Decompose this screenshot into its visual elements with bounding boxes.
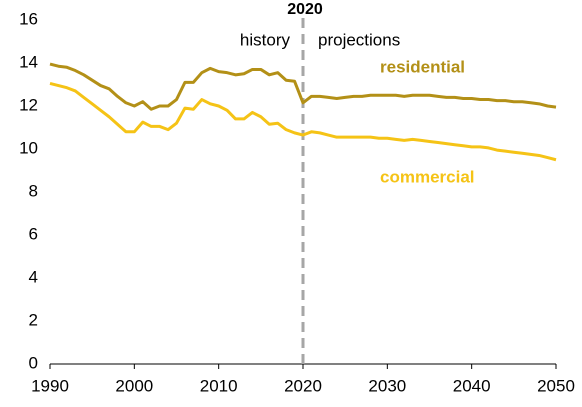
y-tick-label: 6 <box>29 224 38 243</box>
x-tick-label: 2000 <box>115 376 153 395</box>
y-tick-label: 10 <box>19 138 38 157</box>
annotation-projections: projections <box>318 30 400 49</box>
x-tick-label: 2050 <box>537 376 575 395</box>
divider-label: 2020 <box>287 1 323 18</box>
y-tick-label: 0 <box>29 353 38 372</box>
y-tick-label: 8 <box>29 181 38 200</box>
series-label: commercial <box>380 167 475 186</box>
annotation-history: history <box>240 30 291 49</box>
x-tick-label: 2010 <box>200 376 238 395</box>
series-line <box>49 81 557 162</box>
y-tick-label: 12 <box>19 95 38 114</box>
y-tick-label: 16 <box>19 9 38 28</box>
y-tick-label: 14 <box>19 52 38 71</box>
y-tick-label: 4 <box>29 267 38 286</box>
series-label: residential <box>380 57 465 76</box>
x-tick-label: 2020 <box>284 376 322 395</box>
y-tick-label: 2 <box>29 310 38 329</box>
x-tick-label: 2040 <box>453 376 491 395</box>
x-tick-label: 1990 <box>31 376 69 395</box>
x-tick-label: 2030 <box>368 376 406 395</box>
series-line <box>49 62 557 111</box>
